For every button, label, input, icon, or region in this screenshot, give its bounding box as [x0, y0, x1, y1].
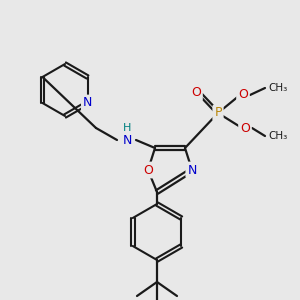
Text: H: H [123, 123, 131, 133]
Text: N: N [122, 134, 132, 146]
Text: O: O [240, 122, 250, 134]
Text: CH₃: CH₃ [268, 83, 287, 93]
Text: N: N [187, 164, 197, 176]
Text: O: O [143, 164, 153, 176]
Text: O: O [238, 88, 248, 101]
Text: P: P [214, 106, 222, 119]
Text: N: N [83, 97, 92, 110]
Text: CH₃: CH₃ [268, 131, 287, 141]
Text: O: O [191, 86, 201, 100]
